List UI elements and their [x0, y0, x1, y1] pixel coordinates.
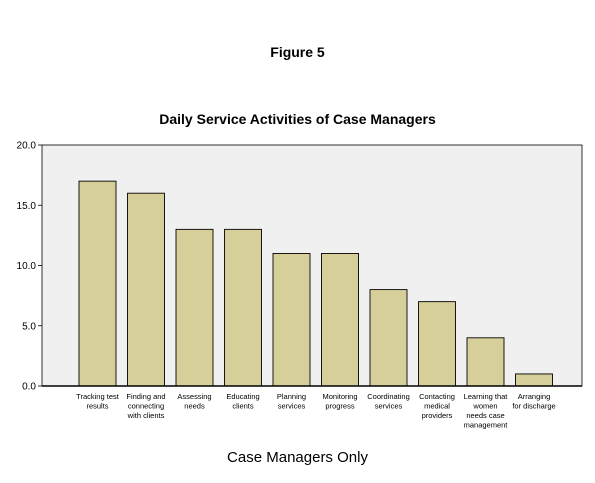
figure-label: Figure 5 [270, 44, 325, 60]
chart-title: Daily Service Activities of Case Manager… [159, 111, 436, 127]
x-category-label-line: services [278, 402, 306, 411]
bar [272, 252, 311, 387]
x-category-label-line: Coordinating [367, 392, 410, 401]
x-category-label-line: progress [325, 402, 354, 411]
bar [78, 180, 117, 387]
bars [78, 180, 553, 387]
bar [175, 228, 214, 387]
y-axis: 0.0 5.0 10.0 15.0 20.0 [17, 141, 42, 393]
x-category-label: Tracking test results [76, 392, 120, 411]
x-axis-labels: Tracking test results Finding and connectin… [76, 392, 556, 430]
bar [369, 289, 408, 387]
x-category-label: Assessing needs [177, 392, 211, 411]
x-category-label: Planning services [277, 392, 306, 411]
bar [321, 252, 359, 387]
bar [127, 192, 165, 387]
x-category-label-line: medical [424, 402, 450, 411]
x-category-label: Contacting medical providers [419, 392, 455, 420]
x-category-label: Learning that women needs case management [464, 392, 509, 430]
y-tick-label: 15.0 [17, 201, 37, 212]
x-category-label-line: Arranging [518, 392, 551, 401]
x-category-label: Arranging for discharge [512, 392, 555, 411]
x-category-label-line: connecting [128, 402, 164, 411]
x-category-label-line: Educating [226, 392, 259, 401]
x-category-label-line: with clients [127, 411, 165, 420]
x-category-label-line: women [472, 402, 497, 411]
bar-chart: 0.0 5.0 10.0 15.0 20.0 Tracking test results F… [17, 141, 583, 430]
x-category-label-line: Tracking test [76, 392, 120, 401]
x-category-label-line: Contacting [419, 392, 455, 401]
x-axis-title: Case Managers Only [227, 449, 368, 466]
x-category-label: Coordinating services [367, 392, 410, 411]
x-category-label-line: Assessing [177, 392, 211, 401]
x-category-label-line: clients [232, 402, 254, 411]
bar [418, 301, 456, 387]
y-tick-label: 0.0 [22, 382, 36, 393]
y-tick-label: 5.0 [22, 321, 36, 332]
x-category-label: Educating clients [226, 392, 259, 411]
bar [224, 228, 262, 387]
x-category-label-line: Planning [277, 392, 306, 401]
x-category-label-line: Learning that [464, 392, 509, 401]
y-tick-label: 10.0 [17, 261, 37, 272]
bar [466, 337, 505, 387]
x-category-label: Monitoring progress [322, 392, 357, 411]
x-category-label-line: results [86, 402, 108, 411]
x-category-label-line: Monitoring [322, 392, 357, 401]
x-category-label-line: providers [422, 411, 453, 420]
x-category-label-line: for discharge [512, 402, 555, 411]
x-category-label-line: needs case [466, 411, 504, 420]
y-tick-label: 20.0 [17, 141, 37, 152]
x-category-label-line: needs [184, 402, 205, 411]
x-category-label-line: services [375, 402, 403, 411]
x-category-label: Finding and connecting with clients [126, 392, 165, 420]
x-category-label-line: Finding and [126, 392, 165, 401]
x-category-label-line: management [464, 421, 509, 430]
bar [515, 373, 553, 387]
